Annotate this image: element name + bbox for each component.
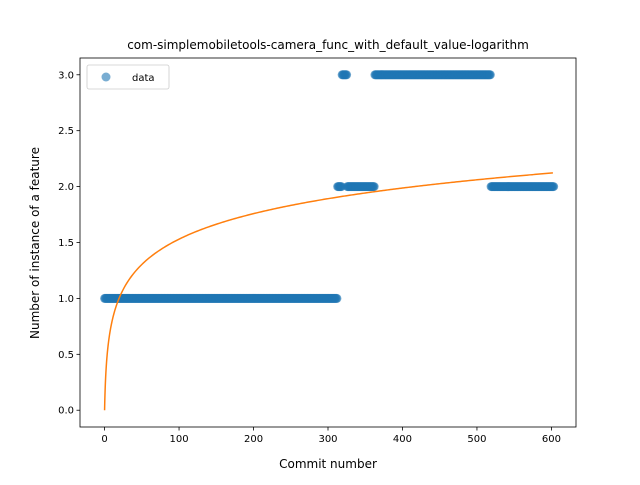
y-tick-label: 2.0 xyxy=(58,182,74,193)
x-tick-label: 300 xyxy=(318,434,337,445)
y-tick-label: 0.0 xyxy=(58,406,74,417)
chart-title: com-simplemobiletools-camera_func_with_d… xyxy=(127,38,529,52)
y-tick-label: 3.0 xyxy=(58,70,74,81)
plot-area xyxy=(100,70,559,411)
x-tick-label: 200 xyxy=(244,434,263,445)
y-axis-label: Number of instance of a feature xyxy=(28,147,42,339)
y-tick-label: 0.5 xyxy=(58,350,74,361)
y-tick-label: 1.5 xyxy=(58,238,74,249)
x-axis: 0 100 200 300 400 500 600 xyxy=(101,427,561,445)
legend-marker-data xyxy=(101,72,111,82)
legend-box xyxy=(86,64,170,90)
legend: data xyxy=(86,64,170,90)
y-tick-label: 2.5 xyxy=(58,126,74,137)
data-point xyxy=(549,182,559,192)
x-tick-label: 500 xyxy=(467,434,486,445)
legend-label-data: data xyxy=(132,73,155,84)
x-tick-label: 100 xyxy=(170,434,189,445)
data-point xyxy=(342,70,352,80)
y-axis: 0.0 0.5 1.0 1.5 2.0 2.5 3.0 xyxy=(58,70,80,417)
x-tick-label: 400 xyxy=(393,434,412,445)
x-tick-label: 0 xyxy=(101,434,107,445)
x-tick-label: 600 xyxy=(542,434,561,445)
data-point xyxy=(332,293,342,303)
data-point xyxy=(485,70,495,80)
data-point xyxy=(369,182,379,192)
x-axis-label: Commit number xyxy=(279,457,377,471)
y-tick-label: 1.0 xyxy=(58,294,74,305)
fit-curve xyxy=(103,172,553,411)
